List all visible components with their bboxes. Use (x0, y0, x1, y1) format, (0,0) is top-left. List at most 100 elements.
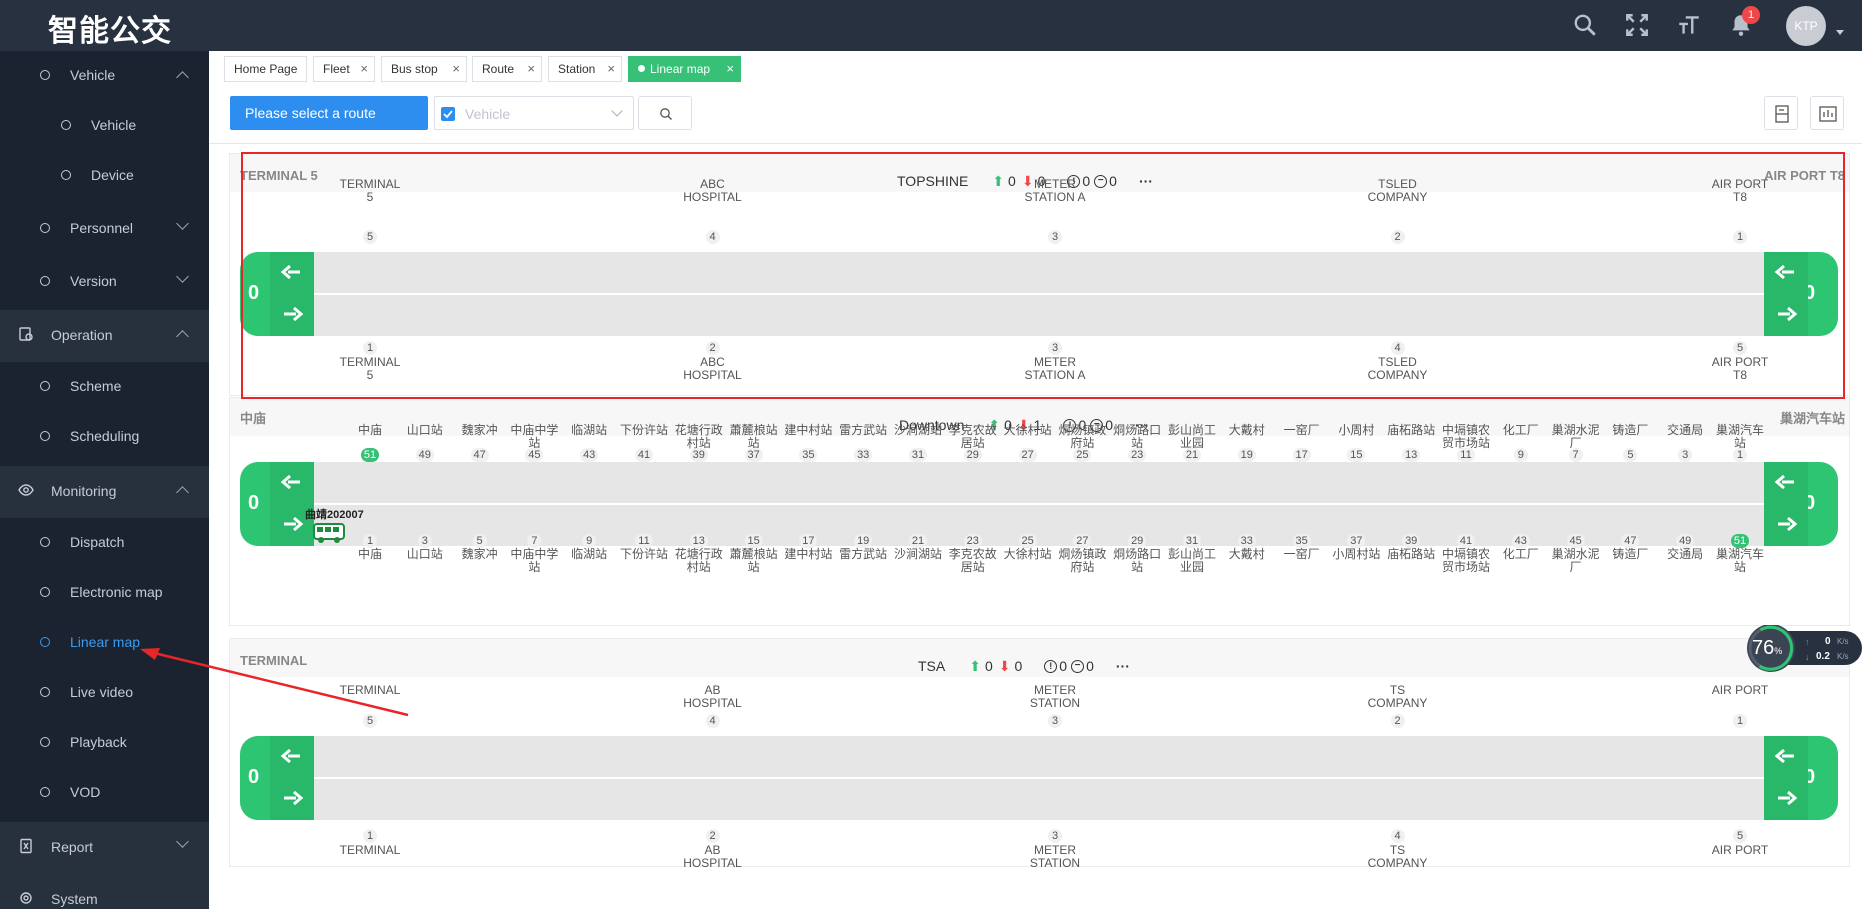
station-name[interactable]: ABC HOSPITAL (683, 177, 742, 204)
station-name[interactable]: 化工厂 (1502, 423, 1539, 437)
station-name[interactable]: 巢湖汽车站 (1715, 423, 1764, 450)
station-name[interactable]: 山口站 (406, 547, 443, 561)
station-name[interactable]: TERMINAL (339, 843, 401, 857)
station-name[interactable]: 交通局 (1667, 547, 1704, 561)
more-icon[interactable]: ··· (1115, 658, 1130, 675)
station-name[interactable]: 庙柘路站 (1387, 547, 1436, 561)
station-name[interactable]: 烔炀镇政府站 (1058, 423, 1107, 450)
station-name[interactable]: 大徐村站 (1003, 547, 1052, 561)
station-name[interactable]: 中庙 (357, 547, 382, 561)
more-icon[interactable]: ··· (1135, 417, 1150, 434)
station-name[interactable]: 李克农故居站 (948, 547, 997, 574)
fullscreen-icon[interactable] (1624, 12, 1650, 38)
tab-fleet[interactable]: Fleet × (313, 56, 375, 82)
station-name[interactable]: 建中村站 (784, 547, 833, 561)
sidebar-item-device[interactable]: Device (0, 151, 209, 201)
close-icon[interactable]: × (360, 61, 368, 76)
sidebar-item-linear-map[interactable]: Linear map (0, 618, 209, 668)
station-name[interactable]: 烔炀路口站 (1113, 423, 1162, 450)
search-button[interactable] (638, 96, 692, 130)
station-name[interactable]: 花塘行政村站 (674, 547, 723, 574)
sidebar-group-operation[interactable]: Operation (0, 310, 209, 362)
station-name[interactable]: TERMINAL 5 (339, 177, 401, 204)
station-name[interactable]: TERMINAL 5 (339, 355, 401, 382)
station-name[interactable]: 巢湖水泥厂 (1551, 423, 1600, 450)
station-name[interactable]: TS COMPANY (1367, 683, 1428, 710)
station-name[interactable]: 临湖站 (571, 547, 608, 561)
station-name[interactable]: 中塥镇农贸市场站 (1441, 423, 1490, 450)
station-name[interactable]: METER STATION (1029, 843, 1081, 870)
station-name[interactable]: 彭山尚工业园 (1167, 423, 1216, 450)
station-name[interactable]: 庙柘路站 (1387, 423, 1436, 437)
station-name[interactable]: TERMINAL (339, 683, 401, 697)
direction-arrows[interactable] (270, 736, 314, 820)
direction-arrows[interactable] (1764, 736, 1808, 820)
bus-marker[interactable]: 曲靖202007 (305, 506, 364, 549)
close-icon[interactable]: × (527, 61, 535, 76)
station-name[interactable]: AIR PORT T8 (1711, 177, 1769, 204)
tab-home-page[interactable]: Home Page (224, 56, 307, 82)
station-name[interactable]: 烔炀镇政府站 (1058, 547, 1107, 574)
station-name[interactable]: 蕭麓桹站站 (729, 423, 778, 450)
station-name[interactable]: AB HOSPITAL (683, 843, 742, 870)
sidebar-item-live-video[interactable]: Live video (0, 668, 209, 718)
sidebar-group-monitoring[interactable]: Monitoring (0, 466, 209, 518)
tab-station[interactable]: Station × (548, 56, 622, 82)
sidebar-item-scheme[interactable]: Scheme (0, 362, 209, 412)
sidebar-item-personnel[interactable]: Personnel (0, 204, 209, 254)
station-name[interactable]: 中庙中学站 (510, 423, 559, 450)
station-name[interactable]: 巢湖汽车站 (1715, 547, 1764, 574)
tab-route[interactable]: Route × (472, 56, 542, 82)
station-name[interactable]: 交通局 (1667, 423, 1704, 437)
checkbox-checked-icon[interactable] (441, 107, 455, 121)
close-icon[interactable]: × (726, 61, 734, 76)
station-name[interactable]: 一窑厂 (1283, 423, 1320, 437)
station-name[interactable]: 小周村站 (1332, 547, 1381, 561)
sidebar-item-dispatch[interactable]: Dispatch (0, 518, 209, 568)
station-name[interactable]: 雷方武站 (839, 423, 888, 437)
station-name[interactable]: AIR PORT (1711, 843, 1769, 857)
station-name[interactable]: 大戴村 (1228, 547, 1265, 561)
sidebar-item-vehicle[interactable]: Vehicle (0, 101, 209, 151)
station-name[interactable]: METER STATION (1029, 683, 1081, 710)
station-name[interactable]: 李克农故居站 (948, 423, 997, 450)
sidebar-item-scheduling[interactable]: Scheduling (0, 412, 209, 462)
station-name[interactable]: 中庙中学站 (510, 547, 559, 574)
tab-linear-map[interactable]: Linear map × (628, 56, 741, 82)
sidebar-group-system[interactable]: System (0, 874, 209, 909)
font-size-icon[interactable] (1676, 12, 1702, 38)
station-name[interactable]: 一窑厂 (1283, 547, 1320, 561)
station-name[interactable]: 魏家冲 (461, 547, 498, 561)
sidebar-item-vod[interactable]: VOD (0, 768, 209, 818)
select-route-button[interactable]: Please select a route (230, 96, 428, 130)
station-name[interactable]: 蕭麓桹站站 (729, 547, 778, 574)
station-name[interactable]: TS COMPANY (1367, 843, 1428, 870)
station-name[interactable]: TSLED COMPANY (1367, 177, 1428, 204)
station-name[interactable]: 下份许站 (619, 423, 668, 437)
avatar[interactable]: KTP (1786, 6, 1826, 46)
station-name[interactable]: 大戴村 (1228, 423, 1265, 437)
station-name[interactable]: 雷方武站 (839, 547, 888, 561)
sidebar-item-vehicle-group[interactable]: Vehicle (0, 51, 209, 101)
station-name[interactable]: TSLED COMPANY (1367, 355, 1428, 382)
station-name[interactable]: 中塥镇农贸市场站 (1441, 547, 1490, 574)
sidebar-item-playback[interactable]: Playback (0, 718, 209, 768)
station-name[interactable]: 花塘行政村站 (674, 423, 723, 450)
station-name[interactable]: 彭山尚工业园 (1167, 547, 1216, 574)
station-name[interactable]: 山口站 (406, 423, 443, 437)
station-name[interactable]: METER STATION A (1024, 177, 1086, 204)
station-name[interactable]: 铸造厂 (1612, 423, 1649, 437)
sidebar-group-report[interactable]: Report (0, 822, 209, 874)
station-name[interactable]: 小周村 (1338, 423, 1375, 437)
station-name[interactable]: 沙涧湖站 (893, 547, 942, 561)
station-name[interactable]: 建中村站 (784, 423, 833, 437)
direction-arrows[interactable] (1764, 462, 1808, 546)
station-name[interactable]: 魏家冲 (461, 423, 498, 437)
station-name[interactable]: 下份许站 (619, 547, 668, 561)
direction-arrows[interactable] (270, 252, 314, 336)
station-name[interactable]: 沙涧湖站 (893, 423, 942, 437)
chevron-down-icon[interactable] (1836, 30, 1844, 35)
station-name[interactable]: AIR PORT (1711, 683, 1769, 697)
more-icon[interactable]: ··· (1138, 173, 1153, 190)
station-name[interactable]: 大徐村站 (1003, 423, 1052, 437)
